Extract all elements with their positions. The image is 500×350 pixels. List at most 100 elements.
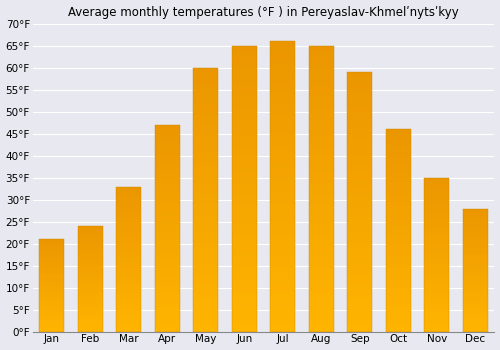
Bar	[116, 288, 141, 291]
Bar	[194, 78, 218, 84]
Bar	[309, 51, 334, 57]
Bar	[116, 224, 141, 227]
Bar	[424, 245, 449, 248]
Bar	[232, 92, 257, 97]
Bar	[462, 240, 487, 243]
Bar	[348, 129, 372, 134]
Bar	[78, 273, 103, 275]
Bar	[424, 199, 449, 202]
Bar	[194, 131, 218, 136]
Bar	[232, 63, 257, 69]
Bar	[309, 195, 334, 200]
Bar	[348, 108, 372, 114]
Bar	[386, 239, 411, 243]
Bar	[78, 326, 103, 328]
Bar	[348, 124, 372, 129]
Bar	[40, 322, 64, 324]
Bar	[78, 281, 103, 283]
Bar	[309, 303, 334, 309]
Bar	[194, 284, 218, 289]
Bar	[78, 228, 103, 230]
Bar	[116, 276, 141, 279]
Bar	[424, 258, 449, 261]
Bar	[424, 298, 449, 301]
Bar	[348, 238, 372, 244]
Bar	[155, 241, 180, 245]
Bar	[386, 174, 411, 178]
Bar	[309, 309, 334, 315]
Bar	[462, 209, 487, 211]
Bar	[194, 226, 218, 231]
Bar	[424, 292, 449, 295]
Bar	[270, 105, 295, 111]
Bar	[309, 126, 334, 132]
Bar	[155, 328, 180, 332]
Bar	[309, 132, 334, 137]
Bar	[116, 245, 141, 247]
Bar	[232, 160, 257, 166]
Bar	[386, 133, 411, 138]
Bar	[348, 72, 372, 332]
Bar	[232, 206, 257, 212]
Bar	[194, 195, 218, 200]
Bar	[232, 257, 257, 263]
Bar	[386, 315, 411, 320]
Bar	[424, 255, 449, 258]
Bar	[348, 301, 372, 306]
Bar	[116, 308, 141, 312]
Bar	[424, 322, 449, 326]
Bar	[270, 158, 295, 163]
Bar	[116, 323, 141, 326]
Bar	[232, 172, 257, 177]
Bar	[232, 149, 257, 154]
Bar	[348, 202, 372, 207]
Bar	[270, 303, 295, 308]
Bar	[116, 242, 141, 245]
Bar	[309, 234, 334, 240]
Bar	[78, 247, 103, 249]
Bar	[116, 279, 141, 282]
Bar	[270, 111, 295, 117]
Bar	[78, 308, 103, 310]
Bar	[232, 132, 257, 137]
Bar	[78, 294, 103, 296]
Bar	[194, 168, 218, 173]
Bar	[424, 178, 449, 332]
Bar	[232, 120, 257, 126]
Bar	[40, 252, 64, 254]
Bar	[78, 241, 103, 243]
Bar	[155, 212, 180, 216]
Bar	[232, 109, 257, 114]
Bar	[462, 300, 487, 302]
Bar	[155, 274, 180, 278]
Bar	[232, 154, 257, 160]
Bar	[155, 286, 180, 290]
Bar	[194, 237, 218, 242]
Bar	[386, 303, 411, 307]
Bar	[348, 321, 372, 327]
Bar	[155, 154, 180, 158]
Bar	[155, 311, 180, 315]
Bar	[194, 200, 218, 205]
Bar	[78, 283, 103, 285]
Bar	[232, 126, 257, 132]
Bar	[386, 170, 411, 174]
Bar	[270, 175, 295, 181]
Bar	[270, 128, 295, 134]
Bar	[309, 217, 334, 223]
Bar	[116, 198, 141, 201]
Bar	[424, 178, 449, 181]
Bar	[424, 261, 449, 264]
Bar	[424, 289, 449, 292]
Bar	[40, 278, 64, 280]
Bar	[78, 266, 103, 268]
Bar	[348, 259, 372, 264]
Bar	[116, 300, 141, 303]
Bar	[194, 216, 218, 221]
Bar	[116, 201, 141, 204]
Bar	[462, 319, 487, 322]
Bar	[116, 250, 141, 253]
Bar	[348, 197, 372, 202]
Bar	[270, 291, 295, 297]
Bar	[348, 77, 372, 83]
